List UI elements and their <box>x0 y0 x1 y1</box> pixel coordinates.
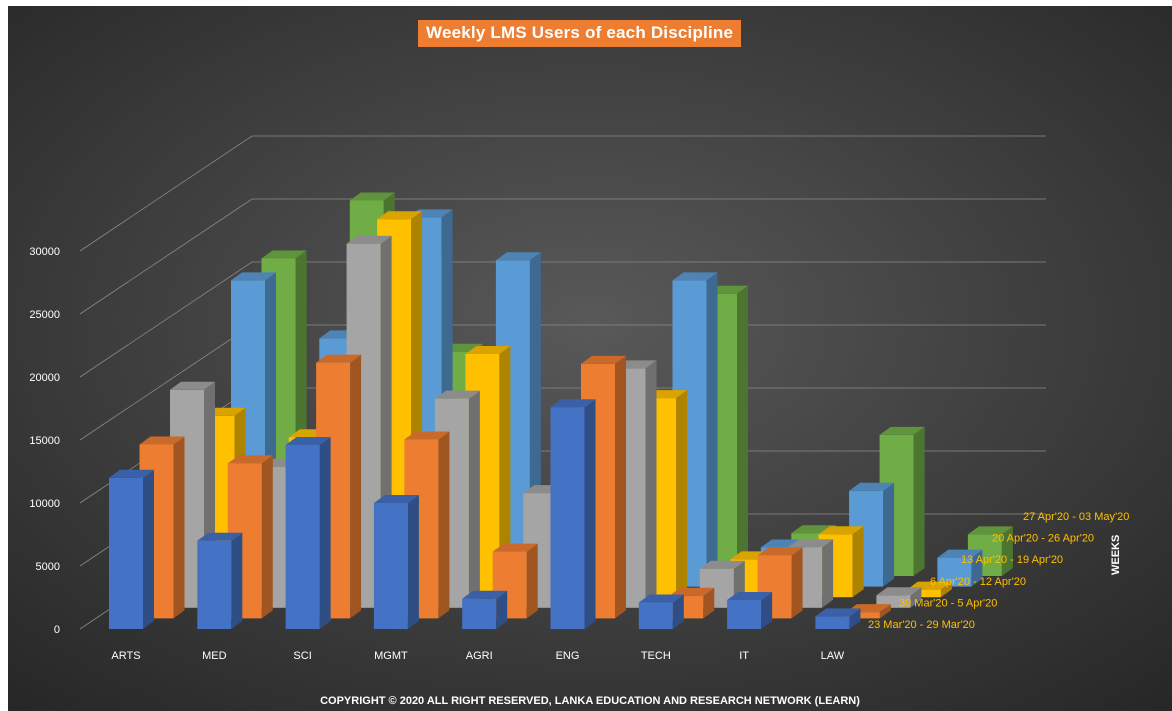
series-label: 13 Apr'20 - 19 Apr'20 <box>961 554 1063 566</box>
bar <box>462 590 508 629</box>
bar <box>876 587 922 608</box>
x-tick-label: SCI <box>293 650 311 662</box>
bar <box>109 469 154 629</box>
series-labels: 23 Mar'20 - 29 Mar'20 30 Mar'20 - 5 Apr'2… <box>868 511 1129 631</box>
series-label: 20 Apr'20 - 26 Apr'20 <box>992 533 1094 545</box>
bars <box>109 192 1013 629</box>
chart-title: Weekly LMS Users of each Discipline <box>418 20 742 47</box>
y-tick-label: 25000 <box>29 309 60 321</box>
gridline <box>79 135 1046 252</box>
x-tick-label: MGMT <box>374 650 408 662</box>
series-label: 27 Apr'20 - 03 May'20 <box>1023 511 1129 523</box>
x-tick-label: MED <box>202 650 227 662</box>
x-axis-categories: ARTS MED SCI MGMT AGRI ENG TECH IT LAW <box>111 650 844 662</box>
series-label: 30 Mar'20 - 5 Apr'20 <box>899 597 997 609</box>
bar <box>550 399 596 629</box>
y-tick-label: 30000 <box>29 246 60 258</box>
y-axis-ticks: 0 5000 10000 15000 20000 25000 30000 <box>29 246 60 636</box>
copyright-text: COPYRIGHT © 2020 ALL RIGHT RESERVED, LAN… <box>320 695 860 707</box>
x-tick-label: AGRI <box>466 650 493 662</box>
x-tick-label: ARTS <box>111 650 140 662</box>
y-tick-label: 20000 <box>29 372 60 384</box>
series-label: 23 Mar'20 - 29 Mar'20 <box>868 619 975 631</box>
chart-canvas: 0 5000 10000 15000 20000 25000 30000 ARTS MED SC… <box>8 6 1172 711</box>
x-tick-label: TECH <box>641 650 671 662</box>
x-tick-label: IT <box>739 650 749 662</box>
y-tick-label: 5000 <box>36 561 60 573</box>
bar <box>197 532 243 629</box>
gridline <box>79 261 1046 378</box>
bar <box>815 608 861 629</box>
z-axis-label: WEEKS <box>1110 534 1122 575</box>
y-tick-label: 0 <box>54 624 60 636</box>
bar <box>727 592 773 629</box>
chart-frame: 0 5000 10000 15000 20000 25000 30000 ARTS MED SC… <box>8 6 1172 711</box>
series-label: 6 Apr'20 - 12 Apr'20 <box>930 576 1026 588</box>
bar <box>638 594 684 629</box>
y-tick-label: 15000 <box>29 435 60 447</box>
gridline <box>79 198 1046 315</box>
x-tick-label: LAW <box>821 650 845 662</box>
x-tick-label: ENG <box>556 650 580 662</box>
bar <box>285 437 331 629</box>
bar <box>492 543 538 619</box>
y-tick-label: 10000 <box>29 498 60 510</box>
bar <box>373 495 419 629</box>
